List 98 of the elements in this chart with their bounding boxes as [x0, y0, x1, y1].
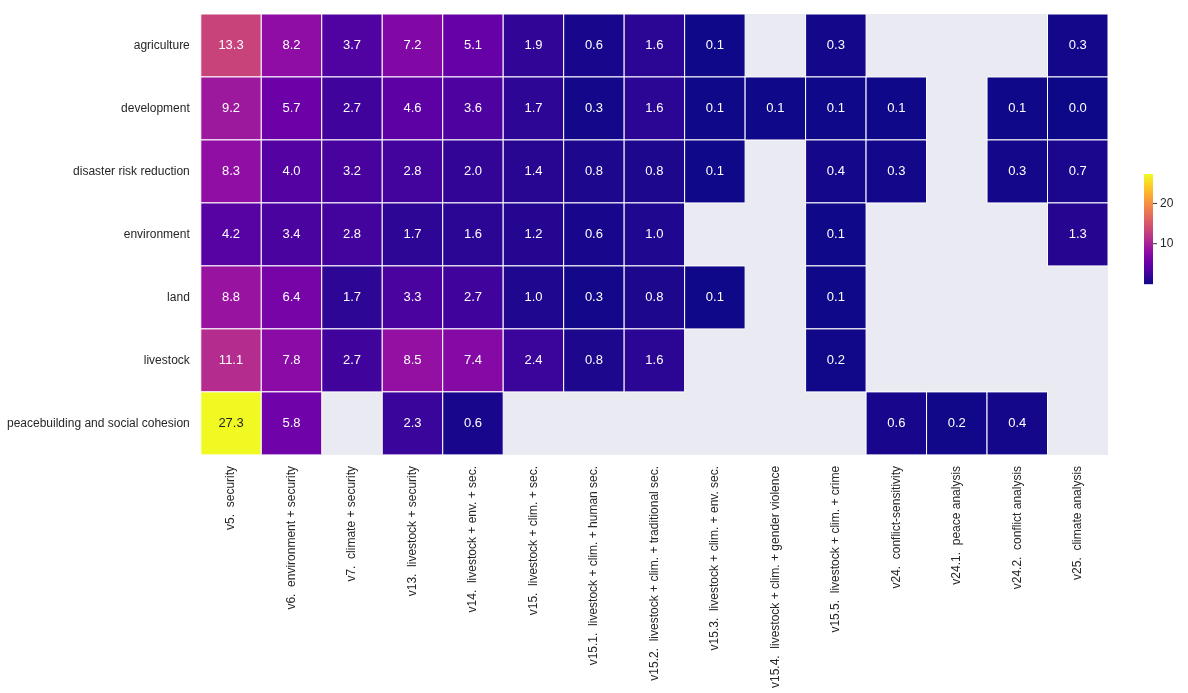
- x-tick-label: v6. environment + security: [283, 465, 298, 610]
- data-label: 0.1: [826, 226, 845, 242]
- data-label: 1.6: [645, 351, 664, 367]
- x-tick-label: v7. climate + security: [344, 465, 359, 582]
- color-bar-label: 20: [1160, 195, 1174, 210]
- y-tick-label: land: [167, 289, 190, 304]
- data-label: 7.4: [463, 351, 482, 367]
- data-label: 1.6: [645, 100, 664, 116]
- data-label: 0.4: [1008, 414, 1027, 430]
- x-tick-label: v14. livestock + env. + sec.: [465, 465, 480, 613]
- data-label: 0.1: [766, 100, 785, 116]
- color-bar-label: 10: [1160, 236, 1174, 251]
- data-label: 1.9: [524, 37, 543, 53]
- data-label: 3.7: [342, 37, 362, 53]
- data-label: 0.3: [887, 163, 906, 179]
- data-label: 1.7: [342, 289, 362, 305]
- data-label: 3.3: [403, 289, 422, 305]
- data-label: 0.8: [645, 289, 664, 305]
- data-label: 7.8: [282, 351, 301, 367]
- data-label: 0.1: [705, 289, 724, 305]
- data-label: 0.7: [1068, 163, 1087, 179]
- y-tick-label: agriculture: [133, 37, 191, 52]
- data-label: 2.8: [342, 226, 362, 242]
- data-label: 2.7: [342, 351, 362, 367]
- x-tick-label: v15.3. livestock + clim. + env. sec.: [707, 465, 722, 651]
- data-label: 5.1: [463, 37, 482, 53]
- data-label: 7.2: [403, 37, 422, 53]
- y-tick-label: livestock: [143, 352, 191, 367]
- data-label: 0.8: [584, 163, 603, 179]
- data-label: 4.2: [222, 226, 241, 242]
- data-label: 1.4: [524, 163, 543, 179]
- x-tick-label: v24.2. conflict analysis: [1009, 465, 1024, 590]
- x-tick-label: v15.2. livestock + clim. + traditional sec.: [646, 465, 661, 681]
- x-tick-label: v15. livestock + clim. + sec.: [525, 465, 540, 616]
- data-label: 0.1: [705, 100, 724, 116]
- data-label: 0.3: [584, 100, 603, 116]
- data-label: 0.3: [1068, 37, 1087, 53]
- data-label: 4.0: [282, 163, 301, 179]
- data-label: 2.4: [524, 351, 543, 367]
- data-label: 1.0: [524, 289, 543, 305]
- data-label: 0.3: [584, 289, 603, 305]
- data-label: 0.4: [826, 163, 845, 179]
- data-label: 1.0: [645, 226, 664, 242]
- data-label: 9.2: [222, 100, 241, 116]
- data-label: 0.6: [584, 37, 603, 53]
- data-label: 0.8: [645, 163, 664, 179]
- data-label: 3.4: [282, 226, 301, 242]
- data-label: 11.1: [218, 351, 244, 367]
- data-label: 2.0: [463, 163, 482, 179]
- data-label: 0.6: [463, 414, 482, 430]
- data-label: 0.6: [887, 414, 906, 430]
- data-label: 6.4: [282, 289, 301, 305]
- x-tick-label: v25. climate analysis: [1070, 465, 1085, 580]
- y-tick-label: peacebuilding and social cohesion: [6, 415, 190, 430]
- data-label: 1.2: [524, 226, 543, 242]
- data-label: 8.2: [282, 37, 301, 53]
- data-label: 0.2: [826, 351, 845, 367]
- x-tick-label: v24.1. peace analysis: [949, 465, 964, 585]
- data-label: 2.7: [342, 100, 362, 116]
- data-label: 2.7: [463, 289, 482, 305]
- data-label: 0.1: [826, 100, 845, 116]
- data-label: 2.3: [403, 414, 422, 430]
- data-label: 13.3: [218, 37, 244, 53]
- data-label: 8.5: [403, 351, 422, 367]
- x-tick-label: v15.1. livestock + clim. + human sec.: [586, 465, 601, 666]
- data-label: 0.3: [826, 37, 845, 53]
- data-label: 1.3: [1068, 226, 1087, 242]
- data-label: 0.1: [705, 163, 724, 179]
- data-label: 3.2: [342, 163, 362, 179]
- data-label: 0.1: [705, 37, 724, 53]
- data-label: 1.7: [403, 226, 422, 242]
- data-label: 0.6: [584, 226, 603, 242]
- y-tick-label: environment: [123, 226, 191, 241]
- data-label: 1.7: [524, 100, 543, 116]
- data-label: 8.8: [222, 289, 241, 305]
- data-label: 0.0: [1068, 100, 1087, 116]
- data-label: 4.6: [403, 100, 422, 116]
- x-tick-label: v5. security: [223, 465, 238, 530]
- data-label: 5.7: [282, 100, 301, 116]
- data-label: 0.1: [826, 289, 845, 305]
- data-label: 3.6: [463, 100, 482, 116]
- y-tick-label: development: [121, 100, 191, 115]
- data-label: 5.8: [282, 414, 301, 430]
- x-tick-label: v24. conflict-sensitivity: [888, 465, 903, 589]
- x-tick-label: v15.4. livestock + clim. + gender violence: [767, 465, 782, 689]
- data-label: 0.3: [1008, 163, 1027, 179]
- x-tick-label: v13. livestock + security: [404, 465, 419, 597]
- data-label: 1.6: [463, 226, 482, 242]
- data-label: 2.8: [403, 163, 422, 179]
- data-label: 0.2: [947, 414, 966, 430]
- x-tick-label: v15.5. livestock + clim. + crime: [828, 465, 843, 633]
- y-tick-label: disaster risk reduction: [73, 163, 190, 178]
- data-label: 27.3: [218, 414, 244, 430]
- data-label: 8.3: [222, 163, 241, 179]
- data-label: 0.1: [1008, 100, 1027, 116]
- data-label: 1.6: [645, 37, 664, 53]
- data-label: 0.8: [584, 351, 603, 367]
- data-label: 0.1: [887, 100, 906, 116]
